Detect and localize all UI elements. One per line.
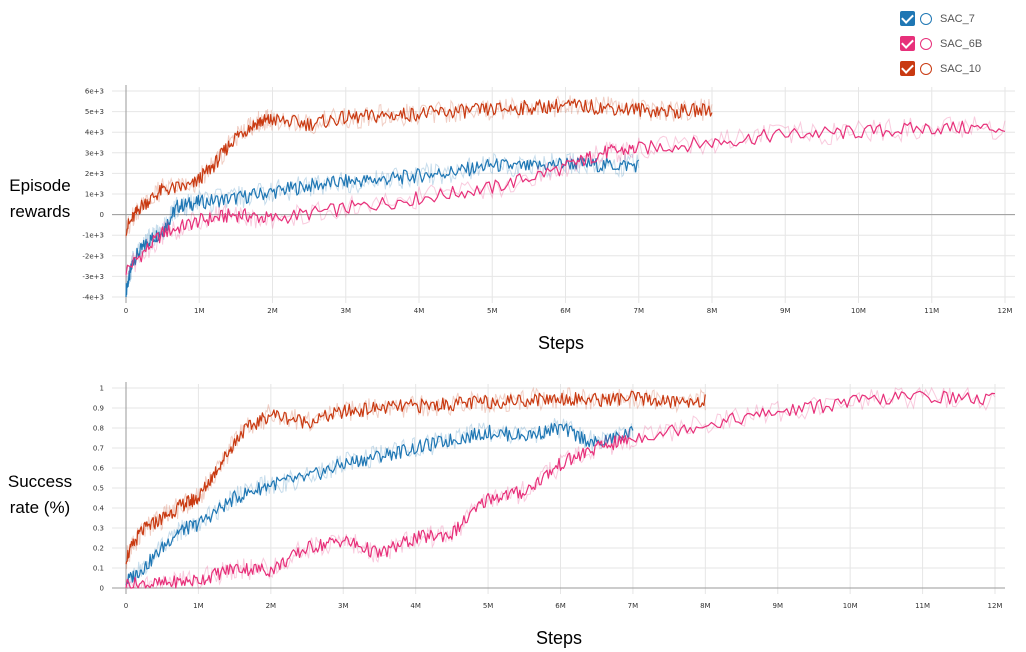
chart2-x-tick-label: 9M [773, 602, 784, 610]
chart2-series-sac_6b-raw [125, 386, 996, 590]
chart2-y-tick-label: 0.7 [93, 445, 104, 453]
chart2-series-sac_7-line [125, 423, 634, 586]
chart1-x-tick-label: 12M [998, 307, 1013, 315]
legend-ring-icon [920, 62, 932, 75]
chart2-ylabel-line1: Success [7, 472, 73, 491]
chart1-x-tick-label: 0 [124, 307, 128, 315]
legend: SAC_7 SAC_6B SAC_10 [900, 6, 1020, 81]
chart1-series-sac_6b-line [125, 120, 1006, 275]
chart2-x-tick-label: 1M [193, 602, 204, 610]
chart2-y-tick-label: 1 [100, 385, 104, 393]
chart1-y-tick-label: -3e+3 [82, 273, 104, 281]
chart2-x-tick-label: 11M [915, 602, 930, 610]
chart2-x-tick-label: 5M [483, 602, 494, 610]
chart1-x-tick-label: 7M [634, 307, 645, 315]
legend-ring-icon [920, 37, 932, 50]
legend-checkbox[interactable] [900, 36, 915, 51]
chart1-series-sac_10-line [125, 98, 713, 237]
chart1-ylabel: Episode rewards [2, 173, 78, 225]
chart2-series-sac_6b-line [125, 390, 996, 589]
chart1-y-tick-label: -2e+3 [82, 252, 104, 260]
chart1-x-tick-label: 9M [780, 307, 791, 315]
legend-label: SAC_10 [940, 62, 981, 75]
chart1-y-tick-label: 0 [100, 211, 104, 219]
chart1-ylabel-line1: Episode [9, 176, 71, 195]
chart2-y-tick-label: 0.8 [93, 425, 104, 433]
chart1-x-tick-label: 5M [487, 307, 498, 315]
legend-label: SAC_7 [940, 12, 975, 25]
chart2-y-tick-label: 0.2 [93, 545, 104, 553]
chart1-x-tick-label: 2M [267, 307, 278, 315]
chart2-series-sac_7-raw [125, 418, 634, 589]
legend-label: SAC_6B [940, 37, 983, 50]
chart1-y-tick-label: 5e+3 [85, 108, 104, 116]
chart2-xlabel: Steps [536, 628, 583, 648]
chart2-y-tick-label: 0.4 [93, 505, 105, 513]
chart2-y-tick-label: 0.5 [93, 485, 104, 493]
chart1-y-tick-label: 3e+3 [85, 149, 104, 157]
chart1-xlabel: Steps [538, 333, 585, 353]
chart1-x-tick-label: 4M [414, 307, 425, 315]
chart2-x-tick-label: 12M [988, 602, 1003, 610]
chart2-x-tick-label: 6M [555, 602, 566, 610]
legend-ring-icon [920, 12, 932, 25]
chart1-x-tick-label: 11M [924, 307, 939, 315]
chart1-x-tick-label: 1M [194, 307, 205, 315]
chart1-y-tick-label: 2e+3 [85, 170, 104, 178]
chart2-x-tick-label: 3M [338, 602, 349, 610]
chart2-ylabel: Success rate (%) [2, 469, 78, 521]
chart2-x-tick-label: 4M [410, 602, 421, 610]
chart1-y-tick-label: 6e+3 [85, 88, 104, 96]
chart1-y-tick-label: -1e+3 [82, 232, 104, 240]
legend-checkbox[interactable] [900, 11, 915, 26]
chart2-x-tick-label: 7M [628, 602, 639, 610]
chart1-x-tick-label: 8M [707, 307, 718, 315]
chart2-x-tick-label: 0 [124, 602, 128, 610]
chart1-y-tick-label: 1e+3 [85, 191, 104, 199]
chart2-series-sac_10-line [125, 390, 706, 565]
legend-item-sac_7[interactable]: SAC_7 [900, 6, 1020, 31]
chart2-y-tick-label: 0.6 [93, 465, 105, 473]
chart2-x-tick-label: 10M [843, 602, 858, 610]
chart1-series-sac_6b-raw [125, 116, 1006, 278]
chart1-x-tick-label: 3M [341, 307, 352, 315]
chart1-series-sac_7-line [125, 157, 640, 298]
legend-item-sac_10[interactable]: SAC_10 [900, 56, 1020, 81]
chart1-y-tick-label: -4e+3 [82, 294, 104, 302]
chart2-y-tick-label: 0.1 [93, 565, 104, 573]
chart2-ylabel-line2: rate (%) [9, 498, 71, 517]
chart2-y-tick-label: 0.3 [93, 525, 104, 533]
chart2-x-tick-label: 2M [266, 602, 277, 610]
chart2-x-tick-label: 8M [700, 602, 711, 610]
chart1-ylabel-line2: rewards [9, 202, 71, 221]
legend-item-sac_6b[interactable]: SAC_6B [900, 31, 1020, 56]
chart1-series-sac_10-raw [125, 95, 713, 239]
chart1-x-tick-label: 6M [560, 307, 571, 315]
chart1-x-tick-label: 10M [851, 307, 866, 315]
chart1-y-tick-label: 4e+3 [85, 129, 104, 137]
chart2-y-tick-label: 0 [100, 585, 104, 593]
legend-checkbox[interactable] [900, 61, 915, 76]
chart2-y-tick-label: 0.9 [93, 405, 104, 413]
